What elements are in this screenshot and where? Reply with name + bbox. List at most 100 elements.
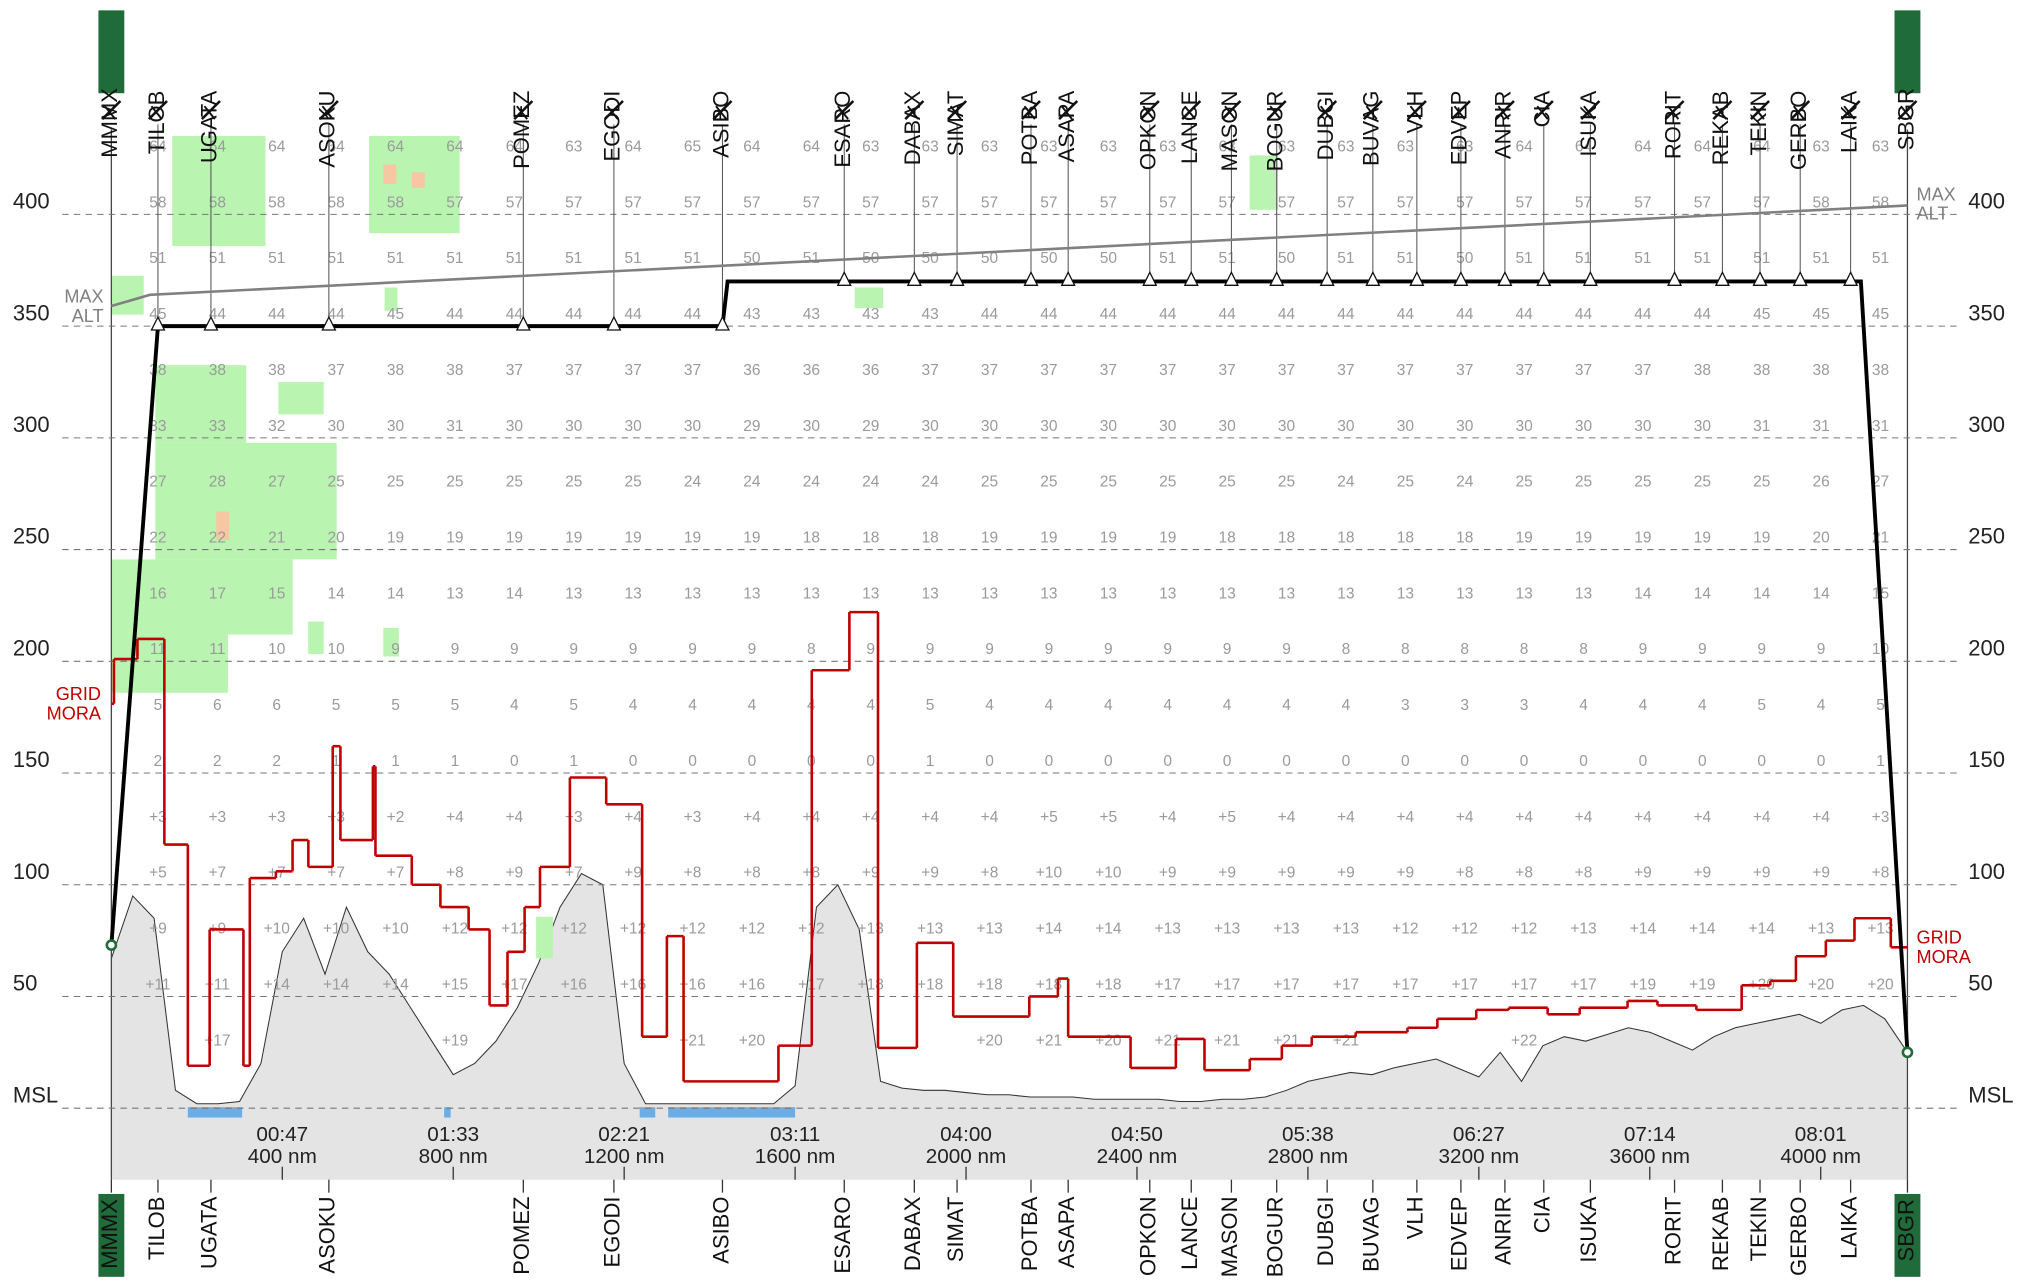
- temperature-label: 13: [1337, 585, 1354, 602]
- waypoint-symbol: [1021, 100, 1041, 121]
- waypoint-marker: [1843, 270, 1859, 286]
- y-tick-label-right: 150: [1968, 747, 2005, 772]
- airport-box: [1894, 1193, 1921, 1277]
- temperature-label: 10: [268, 641, 286, 658]
- temperature-label: 64: [387, 138, 405, 155]
- temperature-label: 24: [862, 474, 880, 491]
- temperature-label: +5: [1040, 809, 1058, 826]
- airport-box: [98, 1193, 125, 1277]
- temperature-label: +3: [327, 809, 345, 826]
- temperature-label: 38: [209, 362, 226, 379]
- temperature-label: 51: [565, 250, 582, 267]
- temperature-label: 0: [1460, 753, 1469, 770]
- waypoint-symbol: [1712, 100, 1733, 121]
- temperature-label: 9: [866, 641, 875, 658]
- temperature-label: 9: [985, 641, 994, 658]
- temperature-label: 38: [387, 362, 404, 379]
- temperature-label: +7: [565, 865, 583, 882]
- temperature-label: 32: [268, 418, 285, 435]
- waypoint-name-bottom: MASON: [1217, 1197, 1242, 1278]
- temperature-label: +9: [1159, 865, 1177, 882]
- temperature-label: +9: [862, 865, 880, 882]
- temperature-label: 58: [1813, 194, 1830, 211]
- waypoint-name-bottom: SIMAT: [943, 1197, 968, 1263]
- waypoint-name-top: TILOB: [144, 91, 169, 155]
- temperature-label: +10: [1036, 865, 1063, 882]
- waypoint-symbol: [1181, 100, 1202, 121]
- temperature-label: 13: [446, 585, 463, 602]
- waypoint-name-top: ASAPA: [1054, 90, 1079, 162]
- waypoint-name-top: ASIBO: [708, 91, 733, 158]
- waypoint-name-top: DABAX: [900, 90, 925, 165]
- waypoint-name-top: UGATA: [197, 90, 222, 163]
- temperature-label: +12: [442, 921, 468, 938]
- temperature-label: 14: [387, 585, 405, 602]
- waypoint-name-bottom: POTBA: [1017, 1196, 1042, 1271]
- temperature-label: +10: [323, 921, 350, 938]
- temperature-label: 44: [209, 306, 227, 323]
- temperature-label: 4: [510, 697, 519, 714]
- temperature-label: +13: [1273, 921, 1299, 938]
- waypoint-symbol: [321, 105, 334, 120]
- temperature-label: 37: [1040, 362, 1057, 379]
- temperature-label: 19: [1516, 530, 1533, 547]
- temperature-label: 37: [684, 362, 701, 379]
- max-alt-label-right: MAX: [1917, 184, 1956, 204]
- waypoint-marker: [150, 315, 166, 331]
- temperature-label: 0: [1401, 753, 1410, 770]
- cloud: [384, 287, 398, 311]
- temperature-label: 63: [922, 138, 939, 155]
- temperature-label: 20: [328, 530, 346, 547]
- temperature-label: +12: [561, 921, 587, 938]
- temperature-label: 51: [1872, 250, 1889, 267]
- waypoint-name-top: POMEZ: [509, 91, 534, 169]
- temperature-label: 19: [446, 530, 463, 547]
- waypoint-marker: [906, 270, 922, 286]
- temperature-label: 51: [1159, 250, 1176, 267]
- x-tick-label: 1200 nm: [584, 1145, 665, 1168]
- temperature-label: 44: [684, 306, 702, 323]
- temperature-label: 1: [1876, 753, 1885, 770]
- temperature-label: 30: [1456, 418, 1474, 435]
- waypoint-symbol: [1752, 105, 1765, 120]
- temperature-label: 30: [1575, 418, 1593, 435]
- temperature-label: +10: [382, 921, 409, 938]
- temperature-label: +4: [1159, 809, 1177, 826]
- waypoint-name-top: REKAB: [1708, 91, 1733, 166]
- waypoint-symbol: [712, 100, 733, 121]
- temperature-label: +4: [862, 809, 880, 826]
- temperature-label: 9: [1045, 641, 1054, 658]
- waypoint-name-top: BOGUR: [1263, 91, 1288, 172]
- waypoint-symbol: [715, 105, 728, 120]
- temperature-label: +19: [1689, 976, 1715, 993]
- waypoint-symbol: [1319, 105, 1332, 120]
- waypoint-marker: [1792, 270, 1808, 286]
- waypoint-name-top: ESARO: [830, 91, 855, 168]
- y-tick-label: 350: [13, 300, 50, 325]
- temperature-label: 4: [629, 697, 638, 714]
- temperature-label: 5: [154, 697, 163, 714]
- temperature-label: +4: [1278, 809, 1296, 826]
- waypoint-marker: [1023, 270, 1039, 286]
- temperature-label: +17: [1511, 976, 1537, 993]
- temperature-label: 37: [1100, 362, 1117, 379]
- temperature-label: 63: [981, 138, 998, 155]
- temperature-label: 30: [506, 418, 524, 435]
- temperature-label: 44: [328, 306, 346, 323]
- waypoint-name-top: BUVAG: [1359, 91, 1384, 166]
- airport-box: [98, 10, 125, 94]
- temperature-label: +17: [204, 1032, 230, 1049]
- y-tick-label-right: 350: [1968, 300, 2005, 325]
- waypoint-symbol: [1058, 100, 1079, 121]
- temperature-label: +16: [679, 976, 705, 993]
- temperature-label: 57: [1634, 194, 1651, 211]
- waypoint-symbol: [1792, 105, 1805, 120]
- temperature-label: +7: [387, 865, 405, 882]
- temperature-label: 18: [922, 530, 939, 547]
- temperature-label: 30: [1100, 418, 1118, 435]
- temperature-label: 13: [1040, 585, 1057, 602]
- temperature-label: 38: [1813, 362, 1830, 379]
- temperature-label: +9: [1278, 865, 1296, 882]
- temperature-label: 14: [1753, 585, 1771, 602]
